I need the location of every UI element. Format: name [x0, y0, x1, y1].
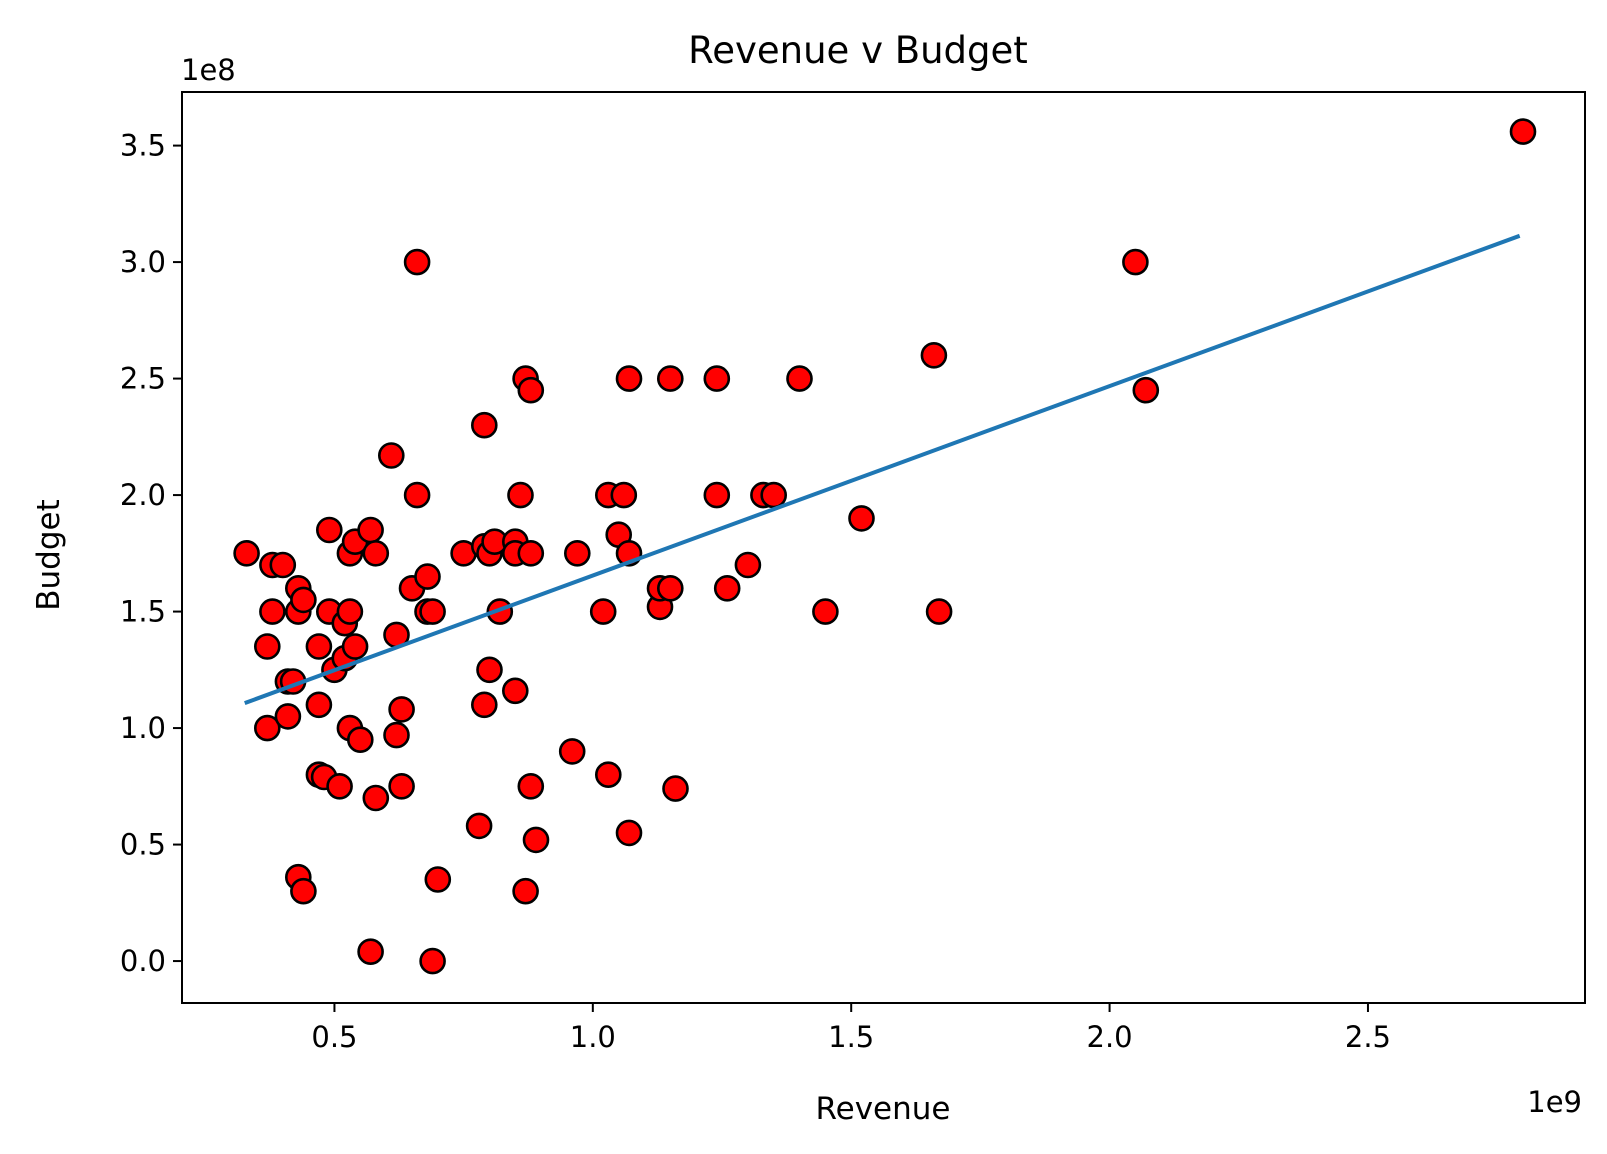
x-tick-label: 2.0: [1087, 1020, 1133, 1054]
data-point: [594, 761, 622, 789]
y-tick-label: 1.0: [120, 711, 166, 745]
data-point: [290, 586, 317, 614]
data-point: [326, 772, 353, 800]
data-point: [377, 442, 405, 469]
data-point: [656, 365, 684, 392]
data-point: [253, 714, 281, 742]
y-tick-label: 1.5: [120, 595, 166, 629]
data-point: [512, 877, 539, 905]
data-point: [383, 721, 410, 749]
data-point: [517, 772, 545, 800]
y-tick-label: 2.0: [120, 478, 166, 512]
data-point: [290, 877, 317, 905]
data-point: [713, 574, 741, 602]
x-tick-label: 2.5: [1345, 1020, 1391, 1054]
data-point: [424, 866, 452, 893]
data-point: [233, 539, 260, 567]
plot-frame: [181, 91, 1586, 1004]
data-point: [517, 539, 545, 567]
data-point: [388, 696, 415, 723]
data-point: [305, 691, 333, 719]
data-point: [507, 481, 534, 509]
data-point: [848, 505, 875, 532]
data-point: [357, 938, 384, 966]
data-point: [522, 826, 550, 854]
data-point: [357, 516, 384, 544]
y-offset-label: 1e8: [181, 53, 236, 87]
data-point: [341, 633, 369, 660]
data-point: [656, 574, 684, 602]
y-tick-label: 3.0: [120, 245, 166, 279]
data-point: [403, 248, 431, 276]
data-point: [403, 481, 431, 509]
x-axis-ticks: 0.5 1.0 1.5 2.0 2.5: [311, 1003, 1391, 1054]
y-axis-ticks: 0.0 0.5 1.0 1.5 2.0 2.5 3.0 3.5: [120, 129, 182, 978]
data-point: [610, 481, 638, 509]
data-point: [315, 516, 343, 544]
data-point: [465, 812, 493, 840]
data-point: [419, 598, 446, 625]
y-tick-label: 3.5: [120, 129, 166, 163]
x-tick-label: 1.0: [570, 1020, 616, 1054]
data-point: [336, 598, 364, 625]
data-point: [703, 365, 731, 392]
data-point: [1122, 248, 1149, 276]
data-point: [476, 656, 503, 684]
x-tick-label: 1.5: [828, 1020, 874, 1054]
data-point: [388, 772, 415, 800]
data-point: [501, 677, 529, 705]
data-point: [615, 819, 643, 847]
data-point: [362, 539, 390, 567]
data-point: [734, 551, 762, 579]
x-axis-label: Revenue: [815, 1091, 950, 1127]
trend-line: [244, 233, 1521, 705]
data-point: [563, 539, 591, 567]
data-point: [786, 365, 813, 392]
data-point: [760, 481, 788, 509]
data-point: [703, 481, 731, 509]
data-point: [253, 633, 281, 660]
data-point: [1509, 118, 1537, 145]
data-point: [305, 633, 333, 660]
data-point: [615, 365, 643, 392]
y-tick-label: 2.5: [120, 362, 166, 396]
data-point: [1132, 376, 1160, 404]
y-tick-label: 0.0: [120, 944, 166, 978]
chart-title: Revenue v Budget: [688, 29, 1028, 72]
chart-marks: [233, 118, 1537, 975]
data-point: [414, 563, 441, 590]
data-point: [925, 598, 953, 625]
data-point: [517, 376, 545, 404]
data-point: [259, 598, 286, 625]
data-point: [274, 703, 302, 730]
y-tick-label: 0.5: [120, 828, 166, 862]
data-point: [589, 598, 617, 625]
data-point: [269, 551, 297, 579]
data-point: [470, 691, 498, 719]
x-tick-label: 0.5: [311, 1020, 357, 1054]
y-axis-label: Budget: [31, 499, 67, 611]
data-point: [662, 775, 689, 802]
data-point: [362, 784, 390, 812]
data-point: [920, 341, 948, 369]
x-offset-label: 1e9: [1527, 1085, 1582, 1119]
data-point: [419, 947, 446, 975]
data-point: [470, 411, 498, 439]
data-point: [346, 726, 374, 754]
data-point: [558, 738, 586, 765]
data-point: [812, 598, 839, 625]
